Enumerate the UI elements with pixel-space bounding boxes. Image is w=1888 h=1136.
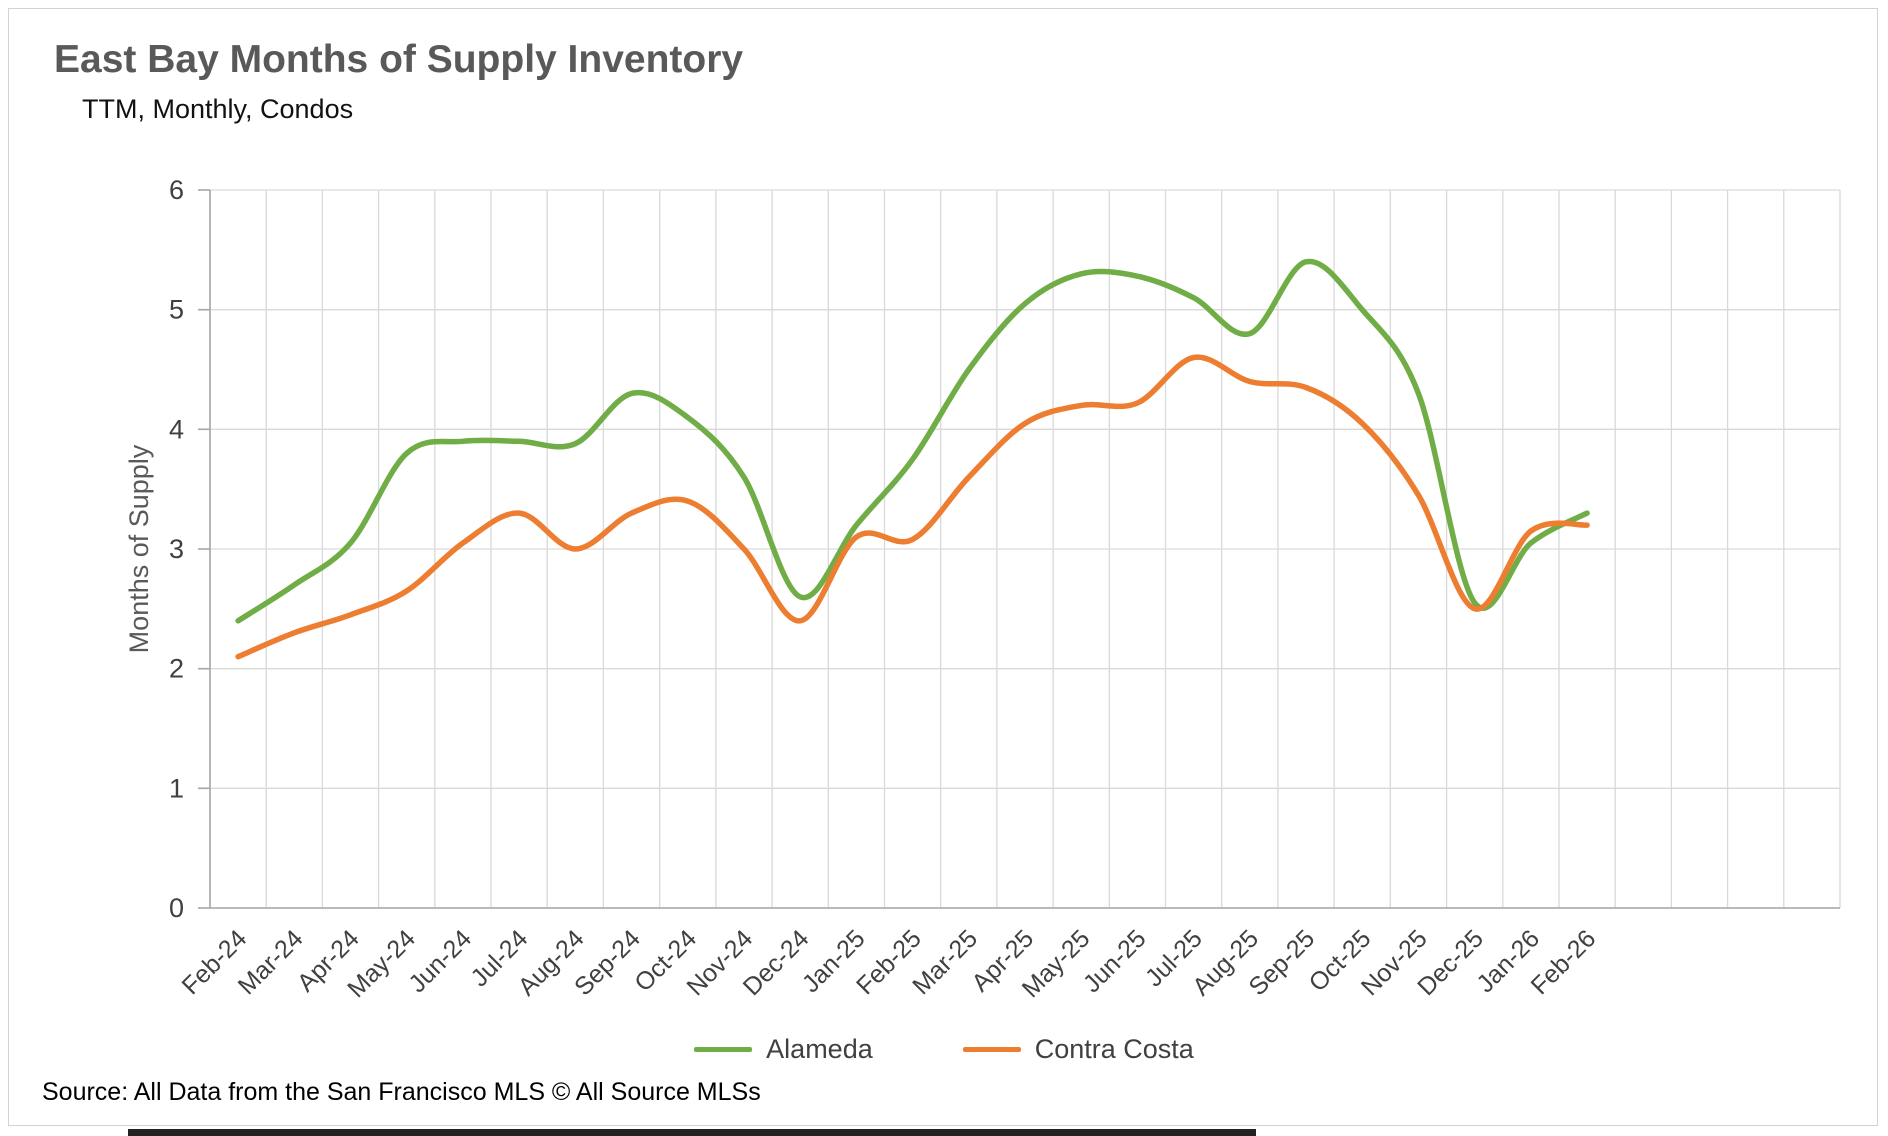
x-tick-label: Jun-25: [1078, 924, 1152, 998]
x-axis-labels: Feb-24Mar-24Apr-24May-24Jun-24Jul-24Aug-…: [177, 924, 1602, 1003]
legend-label-contra-costa: Contra Costa: [1034, 1034, 1194, 1064]
legend-item-contra-costa: Contra Costa: [962, 1034, 1194, 1065]
source-note: Source: All Data from the San Francisco …: [42, 1078, 761, 1106]
y-axis-title: Months of Supply: [124, 444, 154, 653]
series-line-alameda: [235, 258, 1590, 624]
x-tick-label: Jun-24: [403, 924, 477, 998]
legend-label-alameda: Alameda: [766, 1034, 873, 1064]
page-title: East Bay Months of Supply Inventory: [54, 38, 744, 81]
legend-item-alameda: Alameda: [694, 1034, 873, 1065]
y-axis-ticks: 0 1 2 3 4 5 6: [169, 175, 210, 923]
page-subtitle: TTM, Monthly, Condos: [82, 94, 354, 124]
series-line-contra-costa: [235, 354, 1590, 660]
y-tick-label: 2: [169, 654, 184, 684]
bottom-bar: [128, 1129, 1256, 1136]
y-tick-label: 4: [169, 414, 184, 444]
y-tick-label: 0: [169, 893, 184, 923]
contra-costa-line-swatch: [962, 1047, 1021, 1052]
x-tick-label: Feb-26: [1526, 924, 1602, 1000]
y-tick-label: 1: [169, 773, 184, 803]
y-tick-label: 3: [169, 534, 184, 564]
x-tick-label: Mar-24: [233, 924, 309, 1000]
y-tick-label: 6: [169, 175, 184, 205]
y-tick-label: 5: [169, 295, 184, 325]
legend: Alameda Contra Costa: [0, 1034, 1888, 1065]
alameda-line-swatch: [694, 1047, 753, 1052]
x-tick-label: Mar-25: [907, 924, 983, 1000]
